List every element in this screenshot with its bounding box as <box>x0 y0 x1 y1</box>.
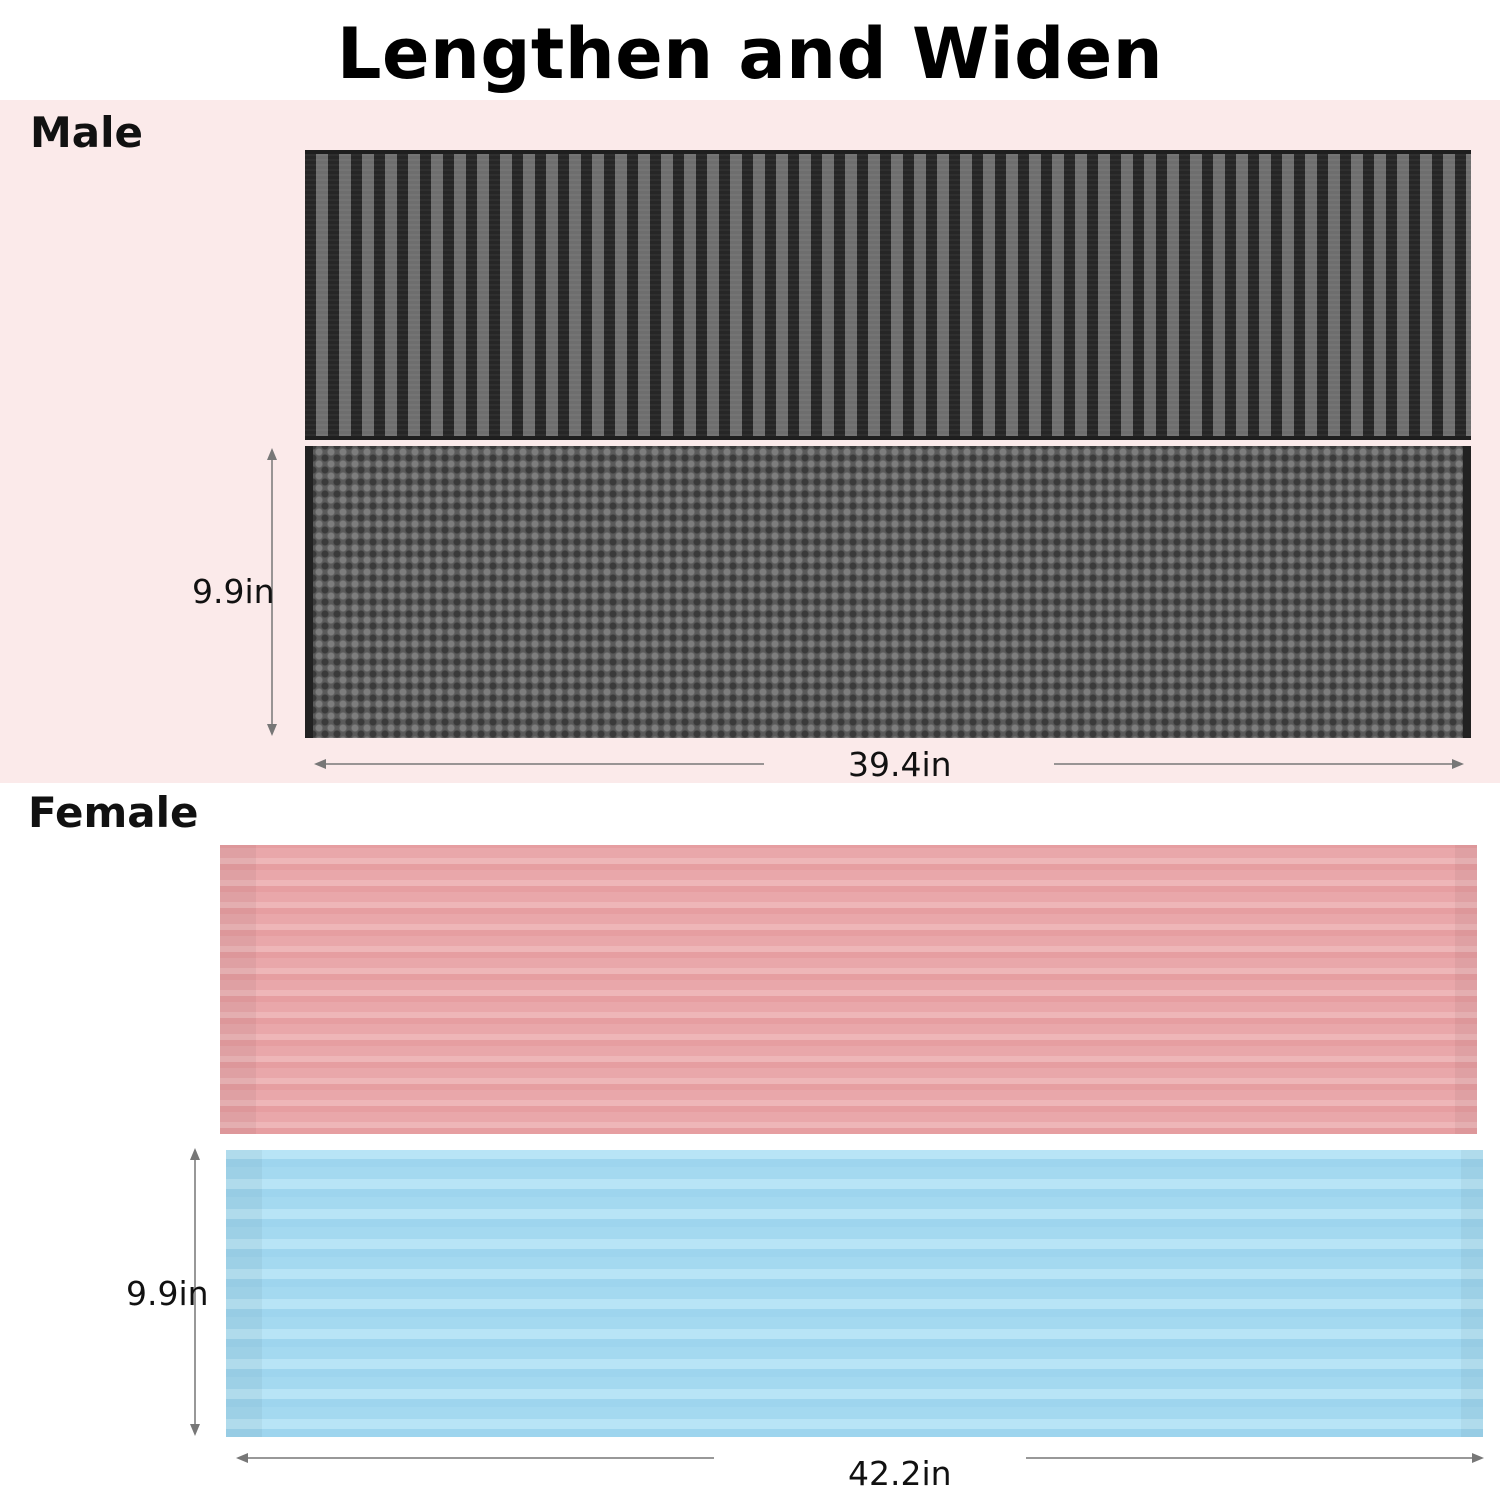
female-length-label: 42.2in <box>848 1454 952 1493</box>
female-section-label: Female <box>28 788 199 837</box>
female-blue-towel <box>226 1150 1483 1437</box>
male-striped-towel <box>305 150 1471 440</box>
male-length-label: 39.4in <box>848 745 952 784</box>
male-mesh-towel <box>305 446 1471 738</box>
male-length-arrow-icon <box>314 759 1464 769</box>
male-section-label: Male <box>30 108 144 157</box>
male-width-label: 9.9in <box>192 572 275 611</box>
female-pink-towel <box>220 845 1477 1134</box>
female-length-arrow-icon <box>236 1453 1484 1463</box>
male-width-arrow-icon <box>267 448 277 736</box>
page-title: Lengthen and Widen <box>336 13 1164 95</box>
female-width-label: 9.9in <box>126 1274 209 1313</box>
female-width-arrow-icon <box>190 1148 200 1436</box>
